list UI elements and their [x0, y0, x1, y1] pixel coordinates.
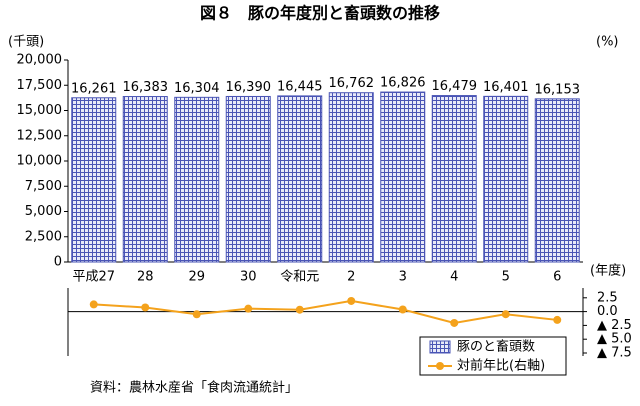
value-label: 16,445: [277, 79, 323, 94]
y2-tick-label: 2.5: [597, 290, 618, 305]
legend-label: 対前年比(右軸): [457, 358, 545, 374]
bar: [380, 91, 426, 263]
y-tick-label: 12,500: [17, 128, 63, 143]
y2-tick-label: ▲ 7.5: [597, 346, 632, 361]
value-label: 16,261: [71, 81, 117, 96]
value-label: 16,153: [535, 82, 581, 97]
line-series: [93, 299, 558, 324]
x-tick-label: 令和元: [280, 270, 319, 285]
bar: [71, 97, 117, 263]
value-label: 16,383: [123, 80, 169, 95]
x-tick-label: 5: [502, 270, 510, 285]
y-tick-label: 0: [54, 255, 62, 270]
y-tick-label: 17,500: [17, 78, 63, 93]
value-label: 16,304: [174, 81, 220, 96]
line-point: [141, 303, 150, 312]
line-point: [450, 318, 459, 327]
line-point: [553, 315, 562, 324]
value-label: 16,390: [226, 80, 272, 95]
x-tick-label: 平成27: [72, 270, 115, 285]
value-label: 16,401: [483, 80, 529, 95]
x-tick-label: 2: [347, 270, 355, 285]
legend-swatch: [429, 340, 451, 354]
line-point: [398, 305, 407, 314]
x-tick-label: 6: [553, 270, 561, 285]
y-tick-label: 15,000: [17, 103, 63, 118]
y-tick-label: 2,500: [25, 229, 62, 244]
chart-title: 図８ 豚の年度別と畜頭数の推移: [200, 4, 440, 23]
line-point: [192, 310, 201, 319]
y2-axis-unit: (%): [596, 35, 619, 50]
bar: [431, 95, 477, 263]
x-tick-label: 29: [188, 270, 205, 285]
y2-tick-label: 0.0: [597, 304, 618, 319]
value-label: 16,762: [329, 76, 375, 91]
y-tick-label: 20,000: [17, 53, 63, 68]
legend-marker: [436, 362, 444, 370]
value-label: 16,479: [432, 79, 478, 94]
x-tick-label: 28: [137, 270, 154, 285]
line-point: [295, 305, 304, 314]
line-point: [347, 296, 356, 305]
bar: [174, 96, 220, 263]
x-axis-unit: (年度): [590, 263, 626, 279]
bar: [534, 98, 580, 263]
bar: [277, 95, 323, 263]
y2-tick-label: ▲ 2.5: [597, 318, 632, 333]
y-tick-label: 10,000: [17, 154, 63, 169]
y-tick-label: 7,500: [25, 179, 62, 194]
bar: [225, 95, 271, 263]
bar: [483, 95, 529, 263]
x-tick-label: 30: [240, 270, 257, 285]
legend-label: 豚のと畜頭数: [457, 339, 535, 355]
source-note: 資料：農林水産省「食肉流通統計」: [90, 380, 298, 396]
x-tick-label: 4: [450, 270, 458, 285]
line-point: [244, 304, 253, 313]
y-tick-label: 5,000: [25, 204, 62, 219]
line-point: [89, 300, 98, 309]
bar: [328, 92, 374, 263]
y2-tick-label: ▲ 5.0: [597, 332, 632, 347]
line-point: [501, 310, 510, 319]
x-tick-label: 3: [399, 270, 407, 285]
bar: [122, 96, 168, 263]
y-axis-unit: (千頭): [8, 35, 44, 50]
value-label: 16,826: [380, 76, 426, 91]
